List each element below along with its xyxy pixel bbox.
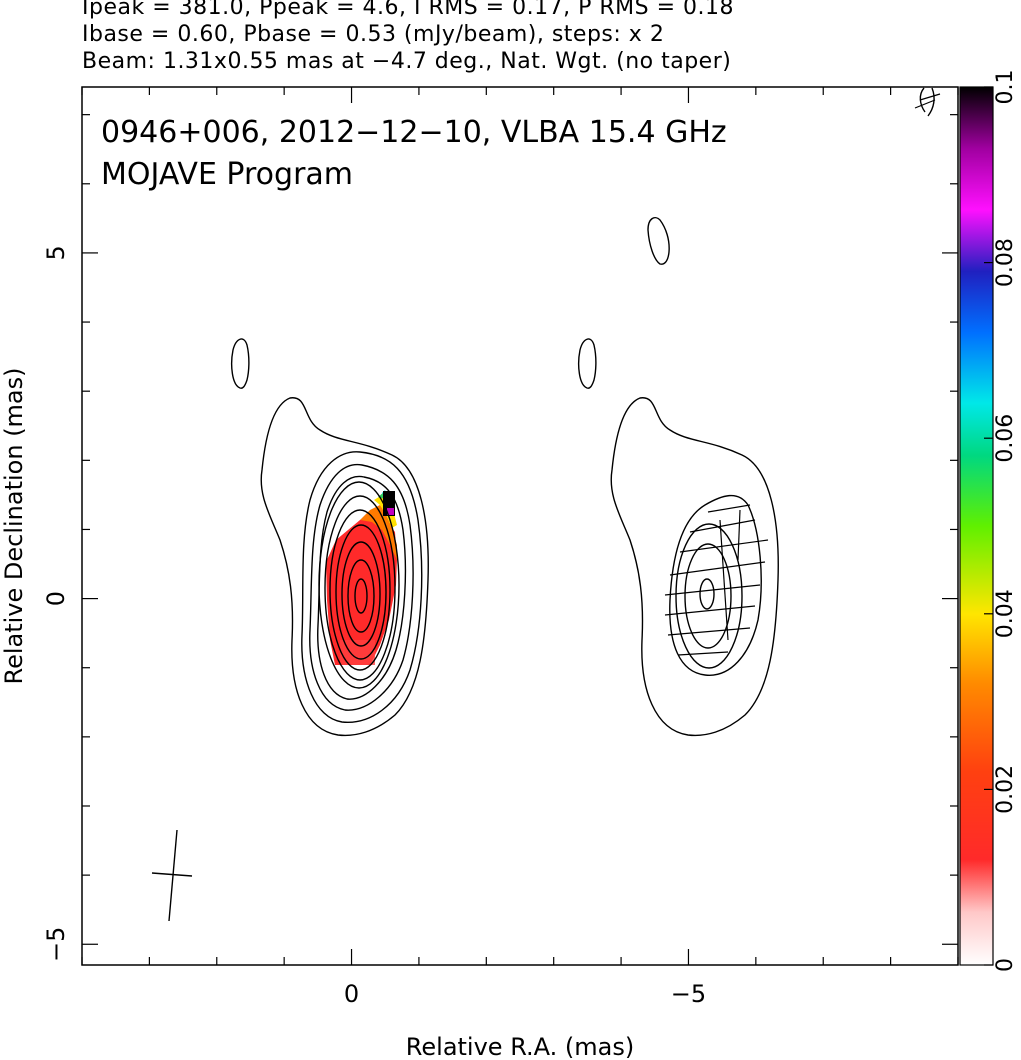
- core-contour-6: [324, 495, 396, 681]
- y-tick-label: 0: [42, 591, 70, 606]
- colorbar-tick-label: 0.04: [993, 589, 1018, 638]
- small-contour-2: [578, 338, 597, 389]
- image2-contour-3: [675, 523, 743, 669]
- core-contour-2: [301, 451, 423, 723]
- image2-contour-outer: [610, 397, 779, 737]
- map-subtitle: MOJAVE Program: [101, 157, 353, 192]
- core-contour-4: [317, 475, 407, 700]
- colorbar-tick-label: 0.1: [993, 70, 1018, 105]
- header-line-3: Beam: 1.31x0.55 mas at −4.7 deg., Nat. W…: [82, 49, 732, 74]
- colorbar-tick-label: 0.06: [993, 414, 1018, 463]
- image2-contour-4: [684, 543, 732, 649]
- colorbar-ticks: 0 0.02 0.04 0.06 0.08 0.1: [984, 70, 1018, 972]
- x-tick-label: 0: [344, 980, 359, 1008]
- header-line-2: Ibase = 0.60, Pbase = 0.53 (mJy/beam), s…: [82, 22, 665, 47]
- axis-ticks: 0 −5 −5 0 5: [42, 87, 959, 1008]
- y-tick-label: −5: [42, 927, 70, 962]
- image2-contour-2: [669, 494, 762, 676]
- x-tick-label: −5: [671, 980, 706, 1008]
- small-contour-3: [647, 217, 670, 265]
- plot-frame: [81, 86, 959, 966]
- colorbar-tick-label: 0: [993, 958, 1018, 972]
- x-axis-label: Relative R.A. (mas): [406, 1033, 634, 1060]
- polarization-intensity-fill: [326, 490, 397, 665]
- colorbar-frame: [959, 86, 994, 966]
- y-tick-label: 5: [42, 245, 70, 260]
- colorbar-tick-label: 0.02: [993, 765, 1018, 814]
- core-contour-5: [318, 481, 400, 689]
- header-line-1: Ipeak = 381.0, Ppeak = 4.6, I RMS = 0.17…: [82, 0, 734, 20]
- core-contour-11: [354, 578, 368, 614]
- core-contour-7: [329, 509, 391, 671]
- core-contour-outer: [260, 397, 429, 737]
- core-contour-8: [335, 524, 387, 660]
- core-contour-3: [309, 463, 414, 711]
- image2-contour-5: [699, 578, 715, 610]
- y-axis-label: Relative Declination (mas): [0, 367, 28, 684]
- small-contour-1: [231, 338, 250, 389]
- small-contour-4: [919, 87, 935, 117]
- core-contour-9: [341, 541, 381, 647]
- map-title: 0946+006, 2012−12−10, VLBA 15.4 GHz: [101, 115, 727, 150]
- intensity-contours: [231, 87, 935, 737]
- colorbar: [960, 87, 993, 965]
- beam-cross: [151, 829, 193, 922]
- core-contour-10: [347, 559, 375, 633]
- colorbar-tick-label: 0.08: [993, 238, 1018, 287]
- evpa-vectors: [664, 93, 941, 656]
